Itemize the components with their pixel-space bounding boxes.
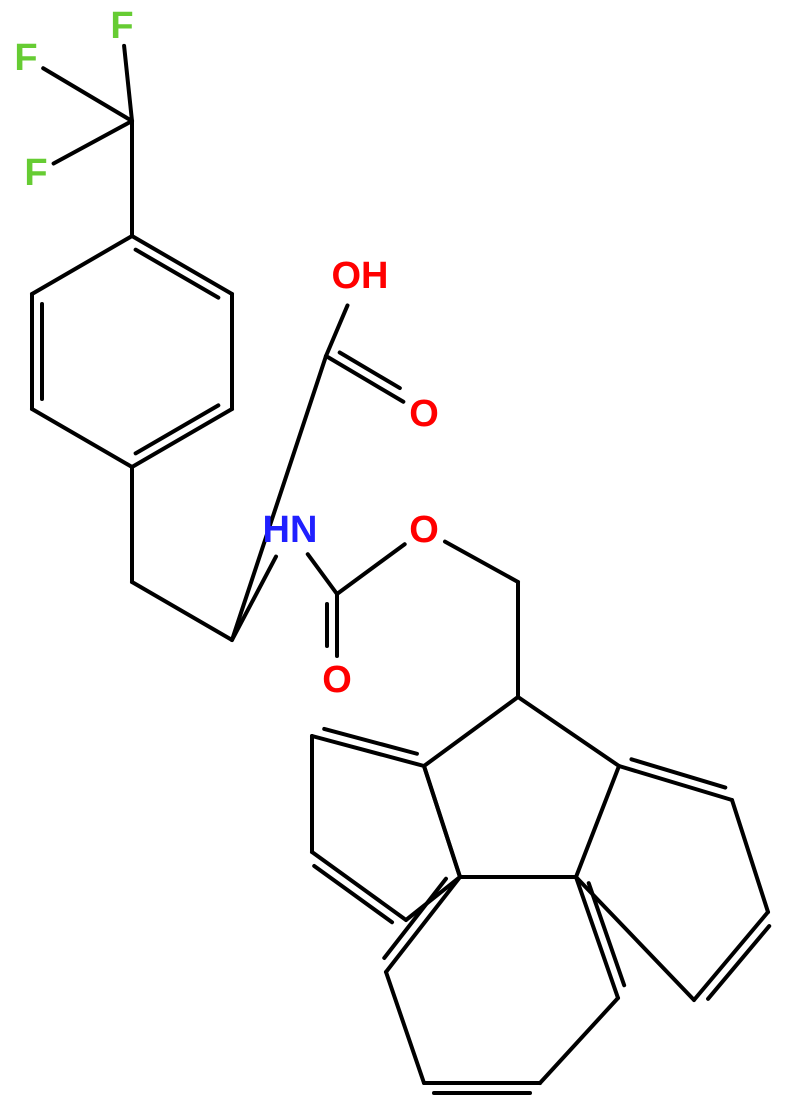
atom-label-f: F [14, 37, 37, 79]
atom-label-o: O [409, 393, 439, 435]
atom-label-oh: OH [332, 255, 389, 297]
chemical-structure-diagram: F F F OH O O O HN [0, 0, 800, 1113]
atom-label-hn: HN [263, 509, 318, 551]
atom-label-o: O [409, 509, 439, 551]
atom-label-o: O [322, 659, 352, 701]
atom-label-f: F [24, 152, 47, 194]
atom-label-f: F [110, 5, 133, 47]
